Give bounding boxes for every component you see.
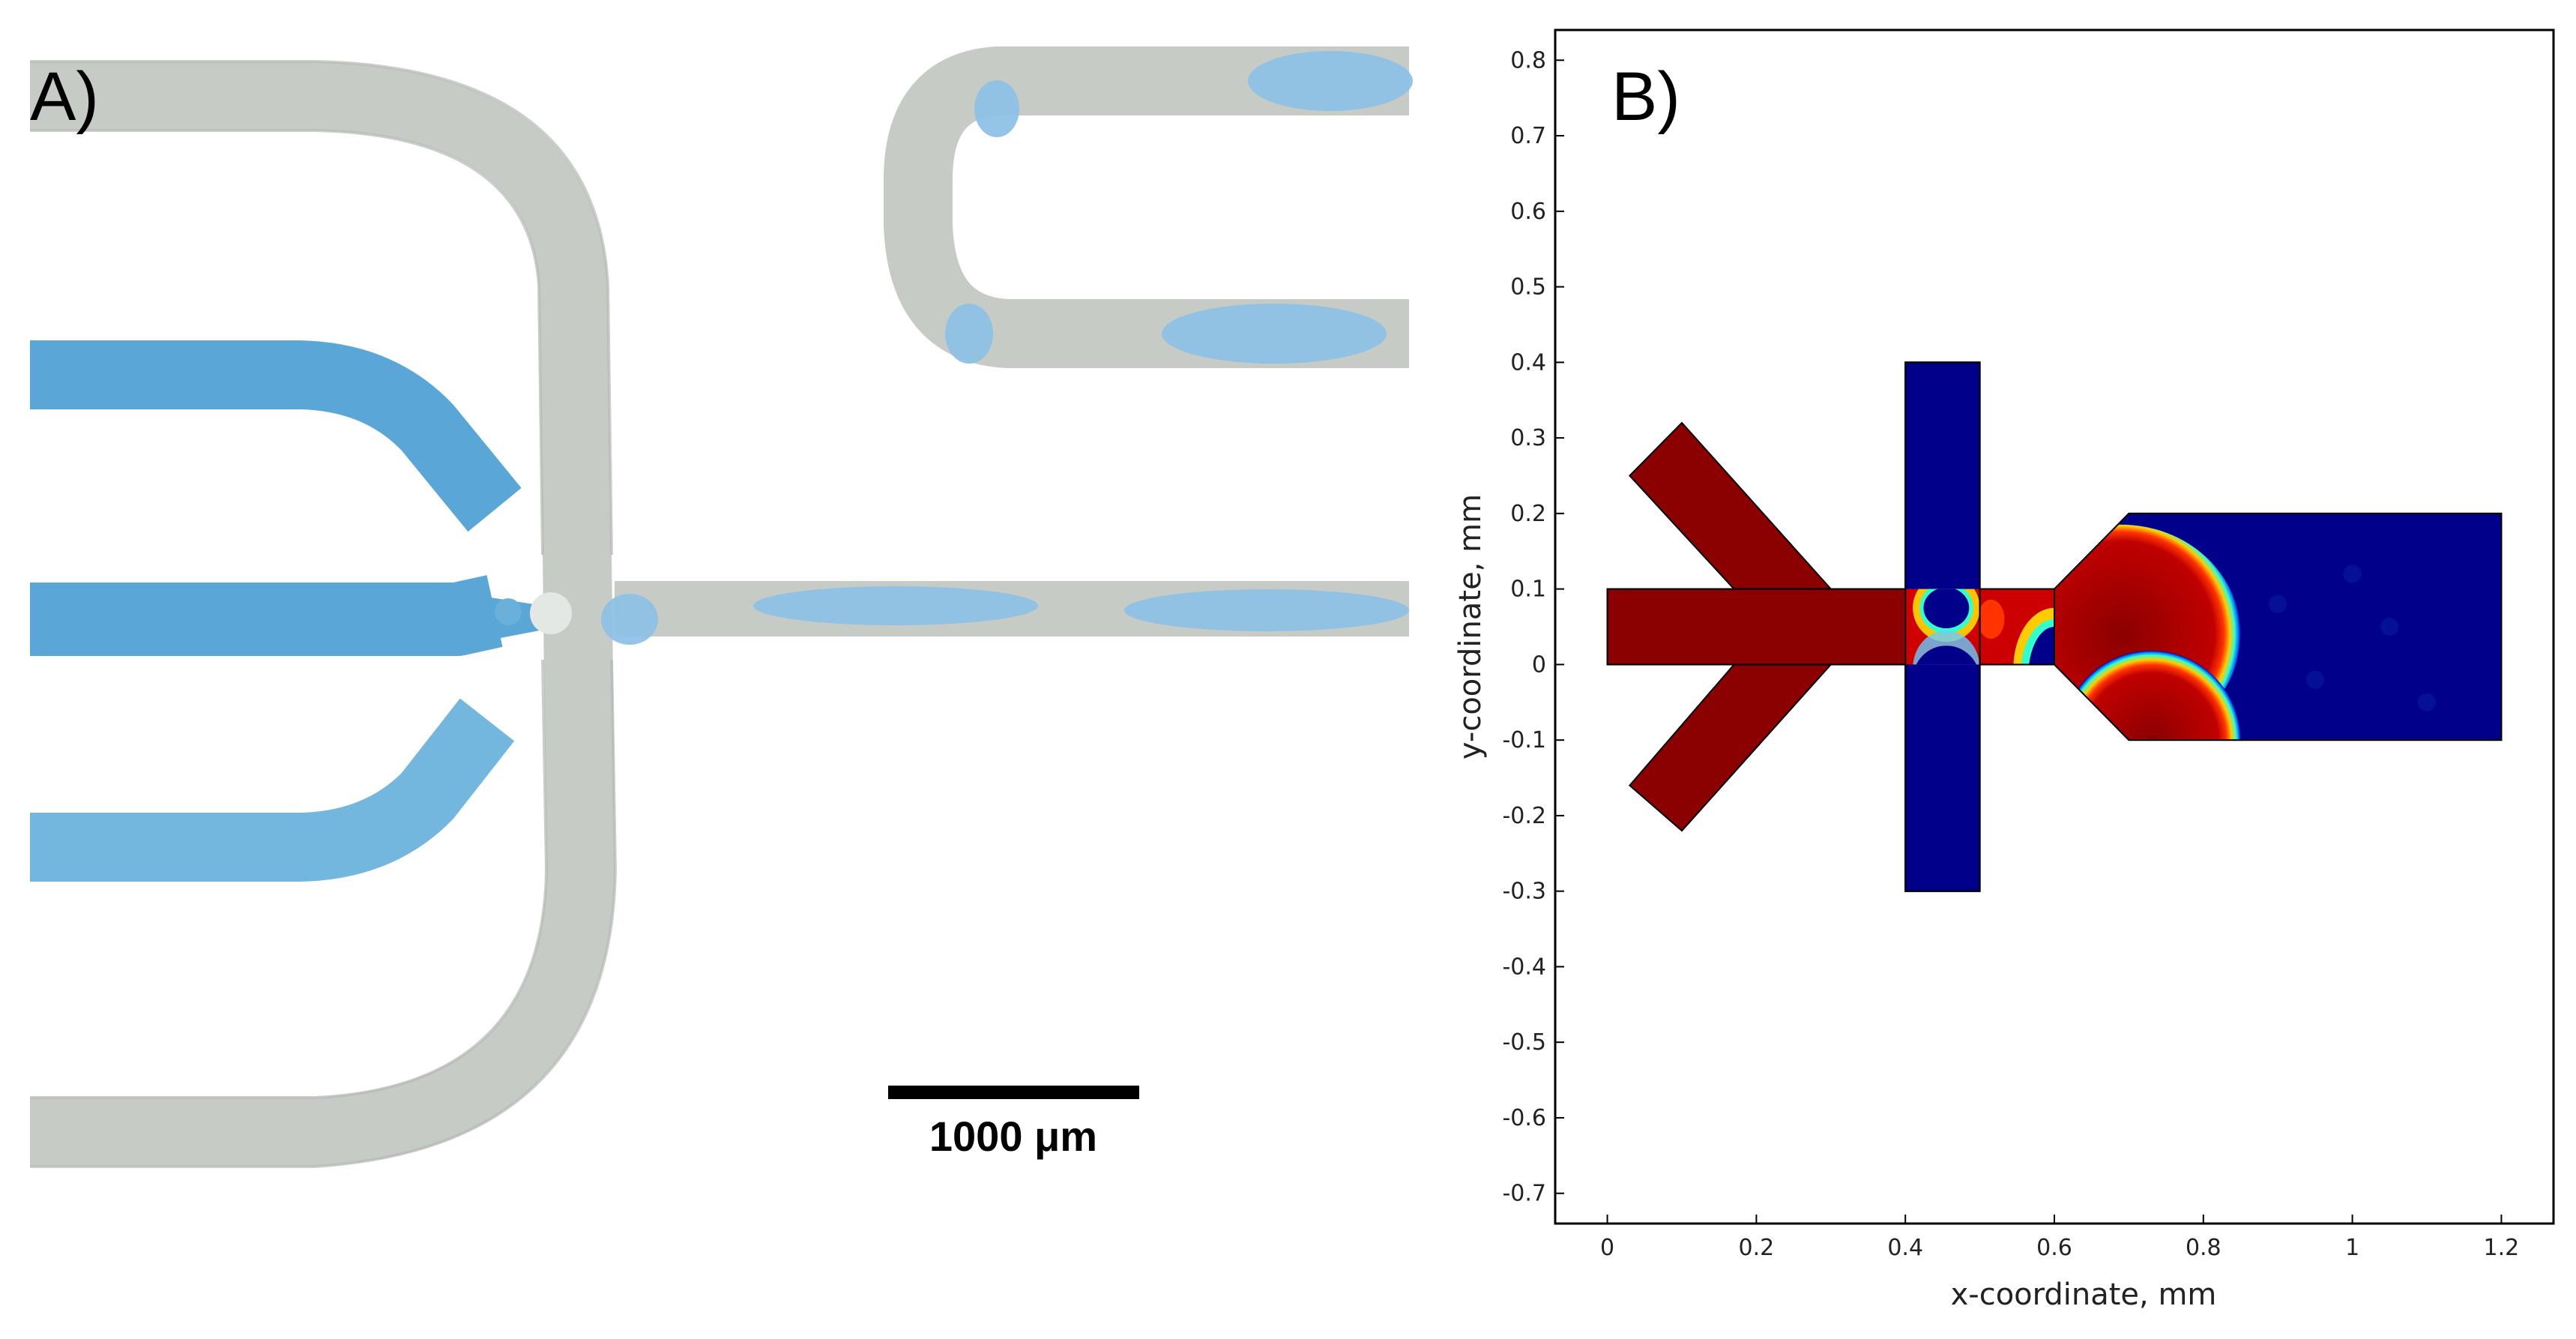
scale-bar: 1000 μm: [888, 1086, 1139, 1160]
y-tick: -0.6: [1502, 1105, 1564, 1131]
scale-bar-line: [888, 1086, 1139, 1099]
x-tick: 0: [1600, 1215, 1614, 1261]
y-tick-label: 0.1: [1510, 577, 1546, 603]
blue-droplets: [601, 51, 1413, 645]
y-tick: -0.7: [1502, 1181, 1564, 1207]
x-tick: 0.4: [1887, 1215, 1923, 1261]
y-tick: 0.2: [1510, 501, 1564, 527]
lower-droplet: [2061, 650, 2241, 741]
panel-a-letter: A): [30, 58, 99, 135]
y-tick-label: -0.4: [1502, 954, 1546, 980]
cross-interface: [1905, 589, 1980, 665]
y-tick-label: -0.6: [1502, 1105, 1546, 1131]
y-tick-label: 0.4: [1510, 349, 1546, 376]
x-tick-label: 1.2: [2484, 1235, 2520, 1261]
lower-blue-inlet: [30, 698, 515, 882]
y-tick-label: -0.2: [1502, 803, 1546, 829]
y-tick-label: 0: [1532, 652, 1546, 678]
scale-bar-label: 1000 μm: [929, 1113, 1097, 1160]
y-tick: -0.3: [1502, 879, 1564, 905]
upper-blue-inlet: [30, 340, 522, 532]
x-tick-label: 0: [1600, 1235, 1614, 1261]
x-tick: 1.2: [2484, 1215, 2520, 1261]
y-tick-label: -0.5: [1502, 1029, 1546, 1056]
outer-loop-channel: [30, 61, 615, 1167]
x-tick: 1: [2345, 1215, 2359, 1261]
x-tick: 0.6: [2036, 1215, 2072, 1261]
x-tick-label: 1: [2345, 1235, 2359, 1261]
y-tick-label: -0.3: [1502, 879, 1546, 905]
y-tick: -0.4: [1502, 954, 1564, 980]
y-tick: 0.3: [1510, 425, 1564, 451]
y-tick: 0: [1532, 652, 1564, 678]
y-tick-label: 0.5: [1510, 274, 1546, 301]
panel-a-micrograph: 1000 μm A): [30, 15, 1413, 1185]
y-tick: -0.2: [1502, 803, 1564, 829]
y-tick-label: 0.3: [1510, 425, 1546, 451]
x-tick-label: 0.8: [2186, 1235, 2221, 1261]
x-tick: 0.2: [1739, 1215, 1775, 1261]
y-tick: 0.6: [1510, 199, 1564, 225]
inlet-channel: [1606, 588, 1907, 666]
y-tick: 0.8: [1510, 47, 1564, 73]
y-tick: 0.7: [1510, 123, 1564, 149]
x-axis-title: x-coordinate, mm: [1951, 1278, 2217, 1312]
y-tick: -0.1: [1502, 727, 1564, 753]
x-axis-ticks: 0 0.2 0.4 0.6 0.8 1 1.2: [1600, 1215, 2519, 1261]
y-tick-label: 0.7: [1510, 123, 1546, 149]
y-tick: 0.4: [1510, 349, 1564, 376]
y-axis-ticks: 0.8 0.7 0.6 0.5 0.4 0.3 0.2 0.1 0 -0.1 -0.2 -0.3 -0.…: [1502, 47, 1564, 1207]
x-tick-label: 0.2: [1739, 1235, 1775, 1261]
y-tick: 0.1: [1510, 577, 1564, 603]
y-tick: 0.5: [1510, 274, 1564, 301]
y-axis-title: y-coordinate, mm: [1453, 494, 1488, 759]
panel-b-simulation: 0 0.2 0.4 0.6 0.8 1 1.2 0.80.70.60.50.40.30.20…: [1453, 28, 2555, 1312]
neck-interface: [1979, 589, 2054, 665]
center-blue-inlet: [30, 575, 503, 656]
y-tick: -0.5: [1502, 1029, 1564, 1056]
x-tick-label: 0.4: [1887, 1235, 1923, 1261]
y-tick-label: -0.1: [1502, 727, 1546, 753]
panel-b-letter: B): [1611, 58, 1680, 135]
x-tick-label: 0.6: [2036, 1235, 2072, 1261]
x-tick: 0.8: [2186, 1215, 2221, 1261]
y-tick-label: 0.8: [1510, 47, 1546, 73]
cross-junction: [495, 592, 572, 634]
blue-inlet-channels: [30, 340, 543, 882]
y-tick-label: 0.2: [1510, 501, 1546, 527]
y-tick-label: -0.7: [1502, 1181, 1546, 1207]
y-tick-label: 0.6: [1510, 199, 1546, 225]
